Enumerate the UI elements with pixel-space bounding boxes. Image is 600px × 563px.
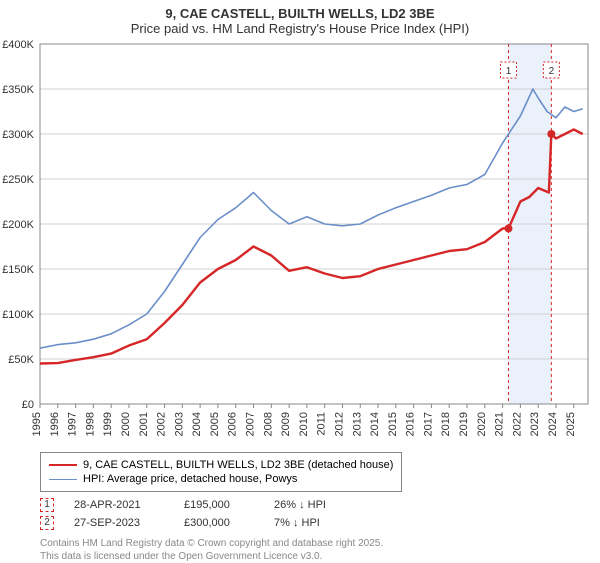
svg-text:£200K: £200K [2, 219, 34, 231]
attribution-line1: Contains HM Land Registry data © Crown c… [40, 537, 383, 550]
svg-text:2018: 2018 [440, 412, 452, 436]
svg-text:2: 2 [549, 66, 555, 77]
legend-row: HPI: Average price, detached house, Powy… [49, 473, 393, 485]
svg-text:1996: 1996 [49, 412, 61, 436]
annotation-marker: 2 [40, 516, 54, 530]
attribution-line2: This data is licensed under the Open Gov… [40, 550, 383, 563]
svg-text:2006: 2006 [227, 412, 239, 436]
annotation-row: 1 28-APR-2021 £195,000 26% ↓ HPI [40, 498, 364, 512]
svg-text:1: 1 [506, 66, 512, 77]
svg-text:2011: 2011 [316, 412, 328, 436]
annotation-pct: 26% ↓ HPI [274, 499, 364, 511]
svg-text:2023: 2023 [529, 412, 541, 436]
svg-text:£50K: £50K [8, 354, 34, 366]
svg-text:2019: 2019 [458, 412, 470, 436]
svg-text:2024: 2024 [547, 412, 559, 436]
svg-text:2008: 2008 [262, 412, 274, 436]
legend-swatch [49, 464, 77, 466]
svg-text:£300K: £300K [2, 129, 34, 141]
svg-text:1999: 1999 [102, 412, 114, 436]
svg-text:£400K: £400K [2, 39, 34, 51]
svg-text:2009: 2009 [280, 412, 292, 436]
svg-text:1995: 1995 [31, 412, 43, 436]
attribution: Contains HM Land Registry data © Crown c… [40, 537, 383, 563]
svg-text:2002: 2002 [156, 412, 168, 436]
annotation-date: 27-SEP-2023 [74, 517, 164, 529]
svg-text:2017: 2017 [422, 412, 434, 436]
svg-text:£350K: £350K [2, 84, 34, 96]
svg-text:2021: 2021 [494, 412, 506, 436]
svg-text:2012: 2012 [333, 412, 345, 436]
price-chart: £0 £50K £100K £150K £200K £250K £300K £350K £400… [0, 0, 600, 448]
annotation-row: 2 27-SEP-2023 £300,000 7% ↓ HPI [40, 516, 364, 530]
svg-text:£150K: £150K [2, 264, 34, 276]
legend-label: HPI: Average price, detached house, Powy… [83, 473, 297, 485]
svg-text:2000: 2000 [120, 412, 132, 436]
annotation-price: £300,000 [184, 517, 254, 529]
svg-text:1998: 1998 [84, 412, 96, 436]
svg-text:2015: 2015 [387, 412, 399, 436]
svg-text:2001: 2001 [138, 412, 150, 436]
legend: 9, CAE CASTELL, BUILTH WELLS, LD2 3BE (d… [40, 452, 402, 492]
legend-label: 9, CAE CASTELL, BUILTH WELLS, LD2 3BE (d… [83, 459, 393, 471]
svg-text:2004: 2004 [191, 412, 203, 436]
svg-text:2022: 2022 [511, 412, 523, 436]
svg-text:2014: 2014 [369, 412, 381, 436]
svg-text:£250K: £250K [2, 174, 34, 186]
annotation-table: 1 28-APR-2021 £195,000 26% ↓ HPI 2 27-SEP-202… [40, 494, 364, 534]
svg-text:2005: 2005 [209, 412, 221, 436]
svg-text:£100K: £100K [2, 309, 34, 321]
svg-text:2013: 2013 [351, 412, 363, 436]
svg-text:2010: 2010 [298, 412, 310, 436]
svg-text:1997: 1997 [67, 412, 79, 436]
svg-text:2025: 2025 [565, 412, 577, 436]
annotation-date: 28-APR-2021 [74, 499, 164, 511]
annotation-price: £195,000 [184, 499, 254, 511]
legend-swatch [49, 479, 77, 480]
svg-text:2016: 2016 [405, 412, 417, 436]
annotation-marker: 1 [40, 498, 54, 512]
svg-text:2020: 2020 [476, 412, 488, 436]
legend-row: 9, CAE CASTELL, BUILTH WELLS, LD2 3BE (d… [49, 459, 393, 471]
svg-text:£0: £0 [22, 399, 34, 411]
annotation-pct: 7% ↓ HPI [274, 517, 364, 529]
svg-text:2007: 2007 [245, 412, 257, 436]
svg-text:2003: 2003 [173, 412, 185, 436]
